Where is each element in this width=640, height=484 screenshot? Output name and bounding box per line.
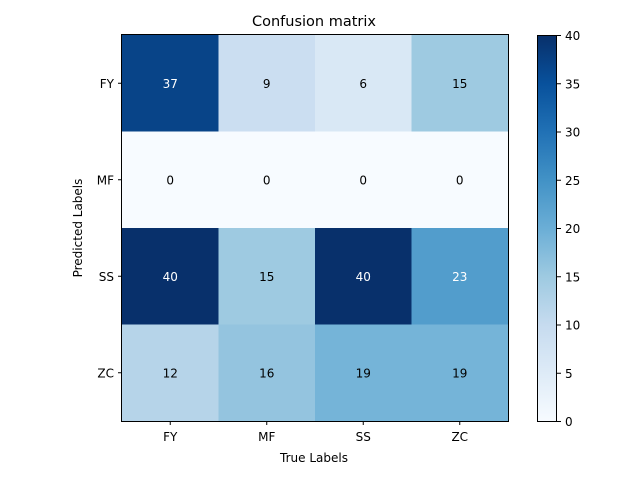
heatmap-cell [122, 35, 219, 132]
heatmap-cell [315, 228, 412, 325]
heatmap-cell [411, 131, 509, 229]
colorbar-tick-label: 10 [565, 319, 580, 333]
heatmap-cell [218, 324, 316, 422]
heatmap-cell [122, 324, 219, 422]
colorbar-tick-label: 35 [565, 77, 580, 91]
heatmap-cell-labels: 37 9 6 15 0 0 0 0 40 15 40 23 12 16 19 19 [163, 77, 468, 381]
colorbar-tick-label: 30 [565, 126, 580, 140]
cell-value-label: 6 [359, 77, 367, 91]
cell-value-label: 0 [166, 173, 174, 187]
colorbar: 0 5 10 15 20 25 30 35 40 [537, 29, 580, 429]
colorbar-tick-label: 25 [565, 174, 580, 188]
chart-title: Confusion matrix [252, 14, 376, 30]
cell-value-label: 40 [356, 270, 371, 284]
heatmap-cell [315, 131, 412, 229]
colorbar-tick-label: 20 [565, 222, 580, 236]
y-tick-label: FY [100, 77, 115, 91]
cell-value-label: 0 [359, 173, 367, 187]
heatmap-cell [122, 131, 219, 229]
x-axis-label: True Labels [279, 451, 348, 465]
plot-frame [121, 34, 509, 422]
cell-value-label: 16 [259, 366, 274, 380]
cell-value-label: 19 [452, 366, 467, 380]
cell-value-label: 9 [263, 77, 271, 91]
heatmap-cell [122, 228, 219, 325]
heatmap-cell [411, 35, 509, 132]
y-tick-label: MF [97, 173, 114, 187]
y-tick-label: ZC [97, 366, 114, 380]
cell-value-label: 15 [259, 270, 274, 284]
cell-value-label: 12 [163, 366, 178, 380]
y-tick-label: SS [99, 270, 114, 284]
heatmap-cell [411, 228, 509, 325]
cell-value-label: 0 [263, 173, 271, 187]
colorbar-gradient [537, 35, 557, 422]
heatmap-cell [315, 324, 412, 422]
y-axis-label: Predicted Labels [71, 179, 85, 278]
y-axis-ticks: FY MF SS ZC [97, 77, 122, 380]
x-axis-ticks: FY MF SS ZC [163, 421, 468, 444]
cell-value-label: 0 [456, 173, 464, 187]
cell-value-label: 37 [163, 77, 178, 91]
colorbar-tick-label: 5 [565, 367, 573, 381]
colorbar-tick-label: 15 [565, 270, 580, 284]
x-tick-label: ZC [451, 430, 468, 444]
heatmap-cell [315, 35, 412, 132]
cell-value-label: 19 [356, 366, 371, 380]
cell-value-label: 23 [452, 270, 467, 284]
colorbar-tick-label: 0 [565, 415, 573, 429]
cell-value-label: 40 [163, 270, 178, 284]
x-tick-label: FY [163, 430, 178, 444]
heatmap-cells [122, 35, 509, 422]
x-tick-label: SS [356, 430, 371, 444]
x-tick-label: MF [258, 430, 275, 444]
heatmap-cell [218, 228, 316, 325]
heatmap-cell [218, 131, 316, 229]
heatmap-cell [218, 35, 316, 132]
colorbar-tick-label: 40 [565, 29, 580, 43]
colorbar-ticks: 0 5 10 15 20 25 30 35 40 [557, 29, 580, 429]
heatmap-cell [411, 324, 509, 422]
cell-value-label: 15 [452, 77, 467, 91]
